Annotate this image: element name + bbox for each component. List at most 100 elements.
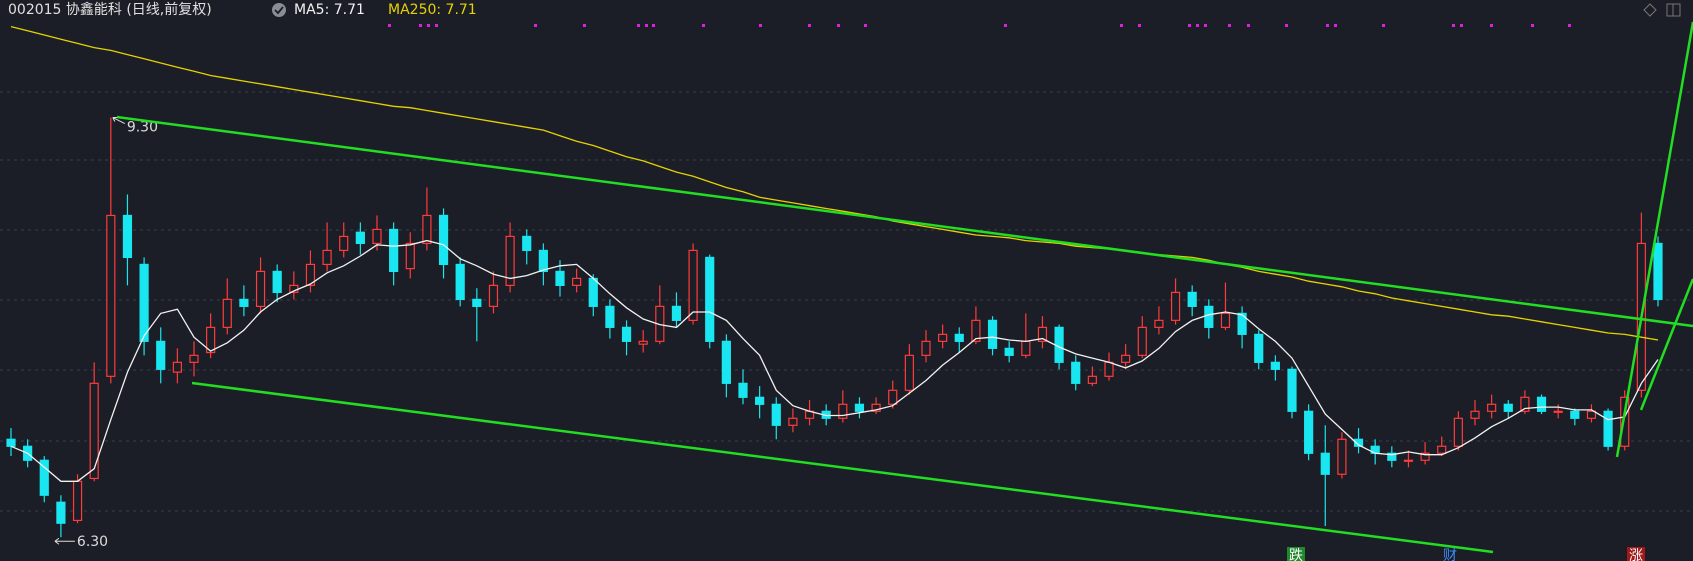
candle-body [1420,452,1430,461]
event-dot [1285,24,1288,27]
candle-body [1220,312,1231,328]
candle-body [1121,354,1131,363]
event-dot [1247,24,1250,27]
marker-bg [1627,547,1645,561]
candle-body [206,326,216,354]
candle-body [438,214,449,266]
event-dot [808,24,811,27]
candle-body [1570,410,1580,419]
candle-body [1453,417,1463,447]
candle-body [705,256,715,342]
candle-body [1353,438,1364,447]
candle-body [588,277,598,307]
candle-body [1137,326,1147,356]
trend-line [116,115,1693,328]
candle-body [938,333,948,342]
event-dots [388,24,1571,27]
toggle-icon[interactable] [272,3,286,17]
candle-body [572,277,582,286]
candle-body [1403,459,1414,462]
candle-body [6,438,16,447]
candle-body [106,214,116,377]
candle-body [239,298,249,307]
candle-body [1487,403,1497,412]
candle-body [1087,375,1097,384]
candle-body [1270,361,1280,370]
candle-body [1553,410,1563,413]
event-dot [1452,24,1455,27]
candle-body [1337,438,1347,475]
candle-body [738,382,748,398]
event-dot [1460,24,1463,27]
candle-body [89,382,99,480]
event-dot [1204,24,1207,27]
chart-title: 002015 协鑫能科 (日线,前复权) [8,1,212,18]
trendlines [116,21,1693,554]
candle-body [788,417,798,426]
event-dot [435,24,438,27]
event-dot [419,24,422,27]
candle-body [854,403,865,412]
marker-label: 跌 [1289,548,1303,561]
event-dot [427,24,430,27]
event-dot [1382,24,1385,27]
candle-body [1536,396,1547,412]
candle-body [455,263,465,300]
candle-body [671,305,682,321]
candle-body [272,270,282,293]
candle-body [405,242,415,270]
candle-body [771,403,781,426]
candle-body [1320,452,1330,475]
candle-body [372,228,382,245]
candle-body [1170,291,1181,321]
event-dot [583,24,586,27]
diamond-icon[interactable] [1643,3,1657,17]
candle-body [1603,410,1613,447]
candle-body [538,249,548,273]
candle-body [987,319,998,349]
marker-label: 涨 [1629,548,1643,561]
ma-line [10,239,1659,482]
annotation-label: 6.30 [77,534,108,550]
candle-body [1071,361,1081,384]
event-dot [534,24,537,27]
event-dot [1531,24,1534,27]
event-dot [1138,24,1141,27]
event-dot [1196,24,1199,27]
event-dot [1334,24,1337,27]
legend-entry: MA5: 7.71 [294,2,365,18]
trend-line [1639,278,1693,411]
candle-body [638,340,648,345]
candle-body [1237,312,1247,335]
candle-body [488,284,499,307]
event-dot [388,24,391,27]
candle-body [56,501,66,524]
marker-label: 财 [1443,548,1457,561]
candle-body [472,298,482,307]
candle-body [871,403,881,412]
trend-line [1615,21,1693,458]
plot: 9.30 6.30 [6,25,1663,550]
event-dot [637,24,640,27]
event-dot [645,24,648,27]
candle-body [139,263,149,342]
candle-body [305,263,316,286]
candle-body [422,214,432,245]
candle-body [339,235,349,252]
candle-body [721,340,731,384]
candle-body [1470,410,1480,419]
event-dot [1490,24,1493,27]
candle-body [1287,368,1297,412]
marker-bg [1287,547,1305,561]
candle-body [1104,361,1114,377]
event-dot [837,24,840,27]
candle-body [1586,410,1597,419]
ma-line [10,25,1659,341]
candle-body [838,403,848,419]
candle-body [688,249,698,321]
candle-body [1653,242,1663,300]
candle-body [1037,326,1048,342]
candle-body [389,228,399,273]
candle-body [522,235,532,252]
